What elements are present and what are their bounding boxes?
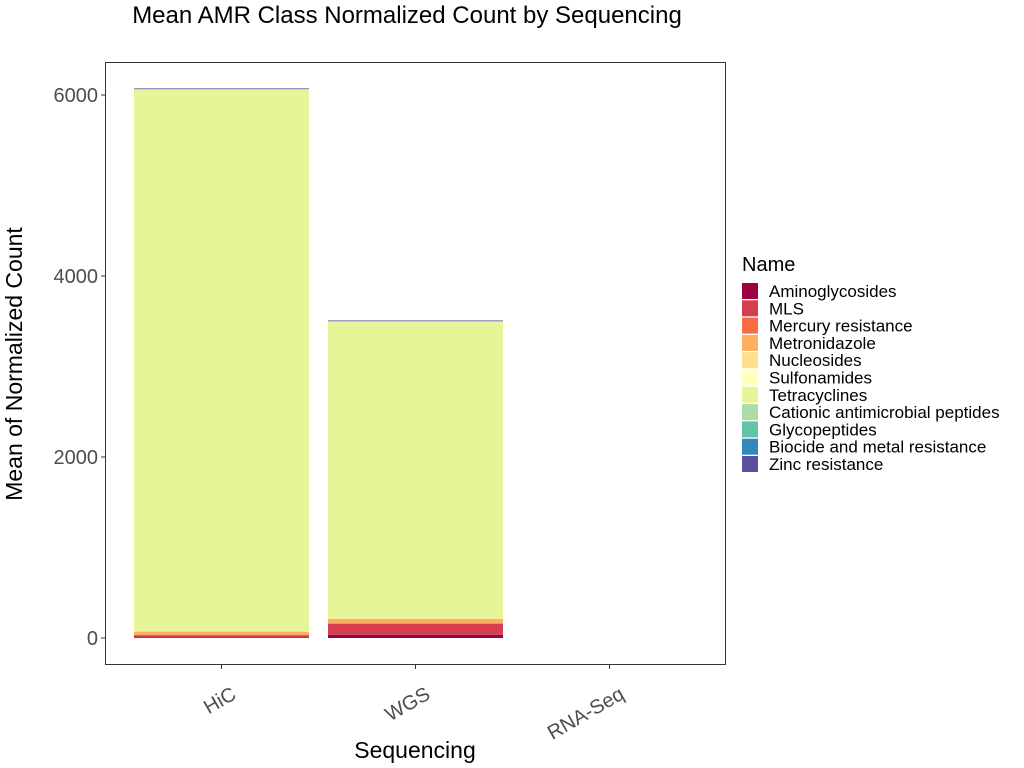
legend-key-glycopeptides [742, 421, 758, 438]
legend-key-mercury-resistance [742, 317, 758, 334]
x-axis: HiC WGS RNA-Seq [200, 664, 628, 744]
x-tick-label-rna-seq: RNA-Seq [544, 683, 628, 744]
bar-wgs-metronidazole [328, 618, 503, 624]
y-tick-label: 0 [87, 628, 98, 650]
legend-title: Name [742, 254, 795, 276]
legend-label: Biocide and metal resistance [769, 438, 986, 457]
bar-hic-metronidazole [134, 631, 309, 636]
legend-key-biocide-and-metal-resistance [742, 438, 758, 455]
bar-hic-mls [134, 635, 309, 638]
legend-label: Metronidazole [769, 334, 876, 353]
legend-key-tetracyclines [742, 386, 758, 403]
legend-key-sulfonamides [742, 369, 758, 386]
bar-wgs-tetracyclines [328, 320, 503, 619]
y-tick-label: 4000 [54, 266, 99, 288]
legend-label: Nucleosides [769, 351, 862, 370]
legend-label: Sulfonamides [769, 369, 872, 388]
y-tick-label: 6000 [54, 85, 99, 107]
legend-key-zinc-resistance [742, 456, 758, 472]
legend-key-aminoglycosides [742, 283, 758, 299]
x-tick-label-wgs: WGS [382, 683, 434, 726]
legend-label: Mercury resistance [769, 317, 913, 336]
legend-label: MLS [769, 299, 804, 318]
legend-key-cationic-antimicrobial-peptides [742, 404, 758, 421]
legend-key-nucleosides [742, 352, 758, 369]
chart-title: Mean AMR Class Normalized Count by Seque… [132, 2, 682, 29]
legend-label: Tetracyclines [769, 386, 867, 405]
legend-label: Zinc resistance [769, 455, 883, 474]
x-axis-title: Sequencing [354, 737, 476, 763]
bar-wgs-aminoglycosides [328, 634, 503, 638]
bar-hic-mercury-resistance [134, 635, 309, 636]
legend-key-mls [742, 300, 758, 317]
y-axis: 0 2000 4000 6000 [54, 85, 106, 650]
bar-wgs-zinc-resistance [328, 320, 503, 322]
bar-hic-tetracyclines [134, 88, 309, 631]
x-tick-label-hic: HiC [200, 683, 240, 719]
legend-label: Cationic antimicrobial peptides [769, 403, 1000, 422]
bar-hic-aminoglycosides [134, 637, 309, 638]
legend-label: Aminoglycosides [769, 282, 897, 301]
bars-group [134, 88, 503, 638]
legend-label: Glycopeptides [769, 420, 877, 439]
legend-key-metronidazole [742, 334, 758, 351]
y-tick-label: 2000 [54, 447, 99, 469]
bar-hic-sulfonamides [134, 630, 309, 632]
bar-wgs-mls [328, 623, 503, 635]
bar-wgs-sulfonamides [328, 618, 503, 619]
y-axis-title: Mean of Normalized Count [1, 227, 27, 501]
bar-hic-zinc-resistance [134, 88, 309, 89]
bar-wgs-mercury-resistance [328, 623, 503, 625]
